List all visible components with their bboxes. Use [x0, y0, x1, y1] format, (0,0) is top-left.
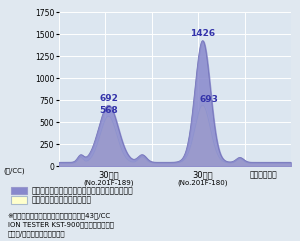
Text: 水道水をコップに入れて森修焼の上にのせたもの: 水道水をコップに入れて森修焼の上にのせたもの: [32, 186, 133, 195]
Bar: [11, 187, 27, 194]
Text: ION TESTER KST-900型（神戸電波製）: ION TESTER KST-900型（神戸電波製）: [8, 222, 113, 228]
Text: 692: 692: [99, 94, 118, 103]
Text: 693: 693: [199, 95, 218, 104]
Text: ※測定時の室内マイナスイオン数は平均43個/CC: ※測定時の室内マイナスイオン数は平均43個/CC: [8, 213, 111, 219]
Text: (No.201F-189): (No.201F-189): [83, 180, 134, 186]
Text: （測定/遠赤外線応用研究会）: （測定/遠赤外線応用研究会）: [8, 231, 65, 237]
Text: 1426: 1426: [190, 29, 215, 39]
Text: 568: 568: [99, 106, 118, 115]
Text: （静置時間）: （静置時間）: [249, 170, 277, 179]
Text: (No.201F-180): (No.201F-180): [177, 180, 228, 186]
Bar: [11, 196, 27, 204]
Text: (個/CC): (個/CC): [3, 167, 25, 174]
Text: 30分後: 30分後: [192, 170, 213, 179]
Text: 30秒後: 30秒後: [98, 170, 119, 179]
Text: 水道水をコップに入れたもの: 水道水をコップに入れたもの: [32, 195, 92, 205]
